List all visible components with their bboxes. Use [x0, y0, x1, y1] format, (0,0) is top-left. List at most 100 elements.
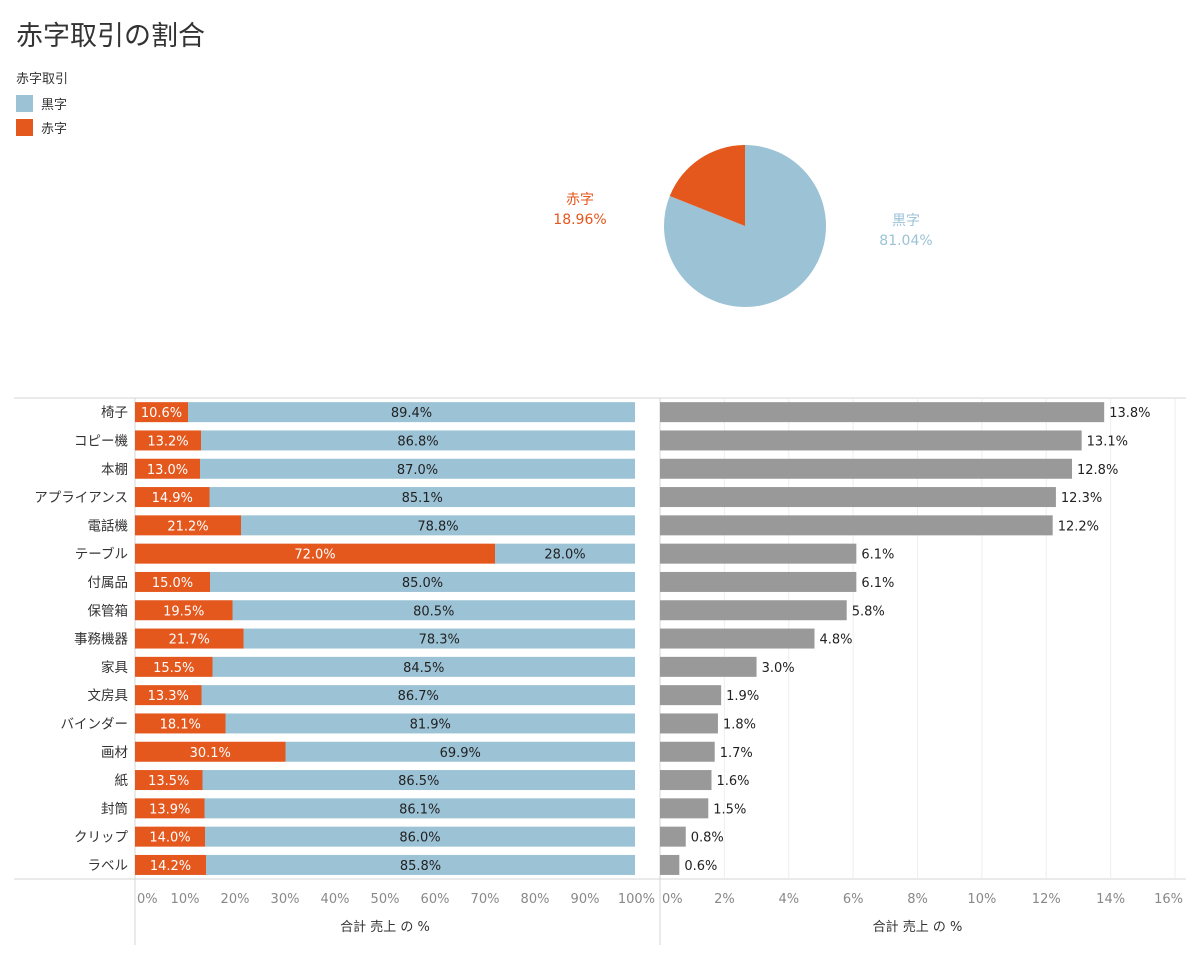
bar-loss[interactable] [135, 685, 202, 706]
bar-loss[interactable] [135, 741, 286, 762]
bar-loss[interactable] [135, 628, 244, 649]
bar-sales[interactable] [660, 430, 1082, 451]
bar-profit[interactable] [201, 685, 636, 706]
bar-sales[interactable] [660, 713, 718, 734]
bar-loss[interactable] [135, 402, 188, 423]
bar-loss[interactable] [135, 600, 233, 621]
bar-loss[interactable] [135, 656, 213, 677]
bar-loss[interactable] [135, 487, 210, 508]
bar-loss-label: 21.2% [167, 519, 208, 534]
category-label: アプライアンス [34, 490, 128, 506]
bar-loss[interactable] [135, 713, 226, 734]
bar-profit-label: 69.9% [440, 746, 481, 761]
bar-loss-label: 13.0% [147, 463, 188, 478]
bar-loss[interactable] [135, 854, 206, 875]
bar-sales-label: 13.8% [1109, 406, 1150, 421]
bar-loss-label: 15.0% [152, 576, 193, 591]
x-tick-label: 90% [571, 892, 600, 907]
bar-loss[interactable] [135, 430, 201, 451]
bar-sales[interactable] [660, 770, 712, 791]
x-axis-title: 合計 売上 の % [340, 919, 430, 935]
bar-profit[interactable] [495, 543, 635, 564]
bar-sales-label: 1.9% [726, 689, 759, 704]
x-tick-label: 50% [371, 892, 400, 907]
bar-sales[interactable] [660, 656, 757, 677]
category-label: 紙 [115, 773, 129, 789]
bar-sales[interactable] [660, 600, 847, 621]
bar-loss-label: 15.5% [153, 661, 194, 676]
bar-sales[interactable] [660, 741, 715, 762]
bar-loss-label: 14.0% [149, 831, 190, 846]
bar-loss[interactable] [135, 515, 241, 536]
bar-sales[interactable] [660, 458, 1072, 479]
bar-sales[interactable] [660, 826, 686, 847]
bar-loss-label: 13.2% [147, 434, 188, 449]
pie-label-value: 81.04% [879, 233, 932, 249]
category-label: 封筒 [101, 800, 128, 817]
x-tick-label: 40% [321, 892, 350, 907]
category-label: 画材 [101, 745, 128, 761]
x-tick-label: 80% [521, 892, 550, 907]
bar-profit[interactable] [243, 628, 636, 649]
bar-profit[interactable] [212, 656, 636, 677]
bar-sales-label: 6.1% [861, 548, 894, 563]
bar-profit[interactable] [202, 770, 636, 791]
bar-sales[interactable] [660, 543, 857, 564]
bar-profit[interactable] [285, 741, 636, 762]
bar-profit-label: 28.0% [544, 548, 585, 563]
bar-profit[interactable] [201, 430, 635, 451]
bar-profit-label: 86.8% [397, 434, 438, 449]
legend-title: 赤字取引 [16, 72, 69, 87]
bar-sales-label: 12.2% [1058, 519, 1099, 534]
legend-swatch-loss [16, 118, 33, 136]
bar-sales-label: 5.8% [852, 604, 885, 619]
bar-profit[interactable] [210, 571, 635, 592]
bar-sales[interactable] [660, 515, 1053, 536]
legend-item-profit[interactable]: 黒字 [16, 91, 68, 115]
bar-sales[interactable] [660, 487, 1056, 508]
x-tick-label: 20% [221, 892, 250, 907]
bar-loss-label: 18.1% [160, 717, 201, 732]
bar-profit[interactable] [209, 487, 636, 508]
bar-profit[interactable] [204, 798, 636, 819]
bar-loss[interactable] [135, 826, 205, 847]
bar-profit-label: 86.7% [398, 689, 439, 704]
bar-sales[interactable] [660, 854, 680, 875]
bar-profit-label: 86.5% [398, 774, 439, 789]
bar-loss[interactable] [135, 798, 205, 819]
x-tick-label: 70% [471, 892, 500, 907]
bar-loss[interactable] [135, 458, 200, 479]
bar-loss[interactable] [135, 543, 495, 564]
x-tick-label: 8% [907, 892, 928, 907]
pie-label-name: 赤字 [566, 192, 594, 208]
bar-sales[interactable] [660, 798, 709, 819]
category-label: コピー機 [74, 433, 128, 449]
page-title: 赤字取引の割合 [16, 21, 205, 52]
bar-profit[interactable] [200, 458, 635, 479]
pie-slice-loss[interactable] [669, 145, 745, 226]
category-label: 文房具 [88, 688, 129, 704]
bar-loss-label: 72.0% [294, 548, 335, 563]
bar-profit[interactable] [206, 854, 635, 875]
bar-loss[interactable] [135, 770, 203, 791]
bar-profit[interactable] [205, 826, 635, 847]
bar-profit[interactable] [225, 713, 636, 734]
bar-sales-label: 12.8% [1077, 463, 1118, 478]
bar-sales[interactable] [660, 685, 722, 706]
bar-profit[interactable] [241, 515, 635, 536]
category-label: 付属品 [88, 575, 129, 591]
bar-loss-label: 13.9% [149, 802, 190, 817]
bar-loss-label: 10.6% [141, 406, 182, 421]
bar-sales[interactable] [660, 571, 857, 592]
bar-sales[interactable] [660, 628, 815, 649]
bar-profit[interactable] [188, 402, 635, 423]
category-label: 家具 [101, 659, 128, 676]
bar-sales[interactable] [660, 402, 1105, 423]
legend-item-loss[interactable]: 赤字 [16, 115, 68, 139]
pie-label-value: 18.96% [553, 212, 606, 228]
bar-loss[interactable] [135, 571, 210, 592]
bar-sales-label: 1.8% [723, 717, 756, 732]
category-label: バインダー [61, 716, 129, 732]
legend-swatch-profit [16, 94, 33, 112]
bar-profit[interactable] [232, 600, 636, 621]
